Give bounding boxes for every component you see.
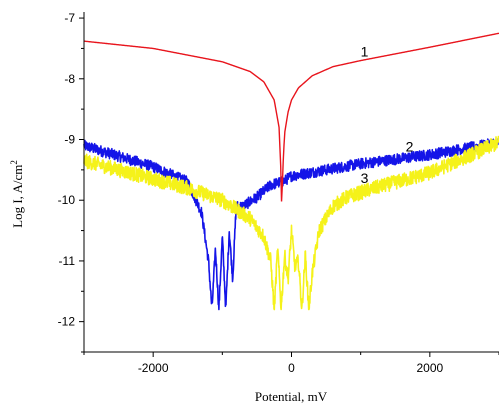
y-tick-label: -8 <box>64 72 75 86</box>
x-tick-label: 2000 <box>416 361 443 375</box>
series-2-line <box>83 137 499 311</box>
x-axis-title: Potential, mV <box>255 389 328 404</box>
y-tick-label: -12 <box>58 315 76 329</box>
y-axis-title-superscript: 2 <box>9 160 19 165</box>
y-tick-label: -10 <box>58 193 76 207</box>
y-tick-label: -11 <box>59 254 76 268</box>
curve-label-1: 1 <box>361 43 369 59</box>
x-tick-label: 0 <box>288 361 295 375</box>
series-3-line <box>83 135 499 311</box>
curve-label-2: 2 <box>406 139 414 155</box>
y-axis-title: Log I, A/cm2 <box>9 160 25 228</box>
y-tick-label: -7 <box>64 11 75 25</box>
ticks-layer: -12 -11 -10 -9 -8 -7 -2000 0 2000 <box>58 11 499 375</box>
series-1-line <box>83 32 499 202</box>
curve-label-3: 3 <box>361 170 369 186</box>
series-layer <box>83 32 499 311</box>
curve-labels: 2 3 1 <box>361 43 414 186</box>
y-tick-label: -9 <box>64 133 75 147</box>
x-tick-label: -2000 <box>138 361 169 375</box>
y-axis-title-main: Log I, A/cm <box>10 165 25 228</box>
